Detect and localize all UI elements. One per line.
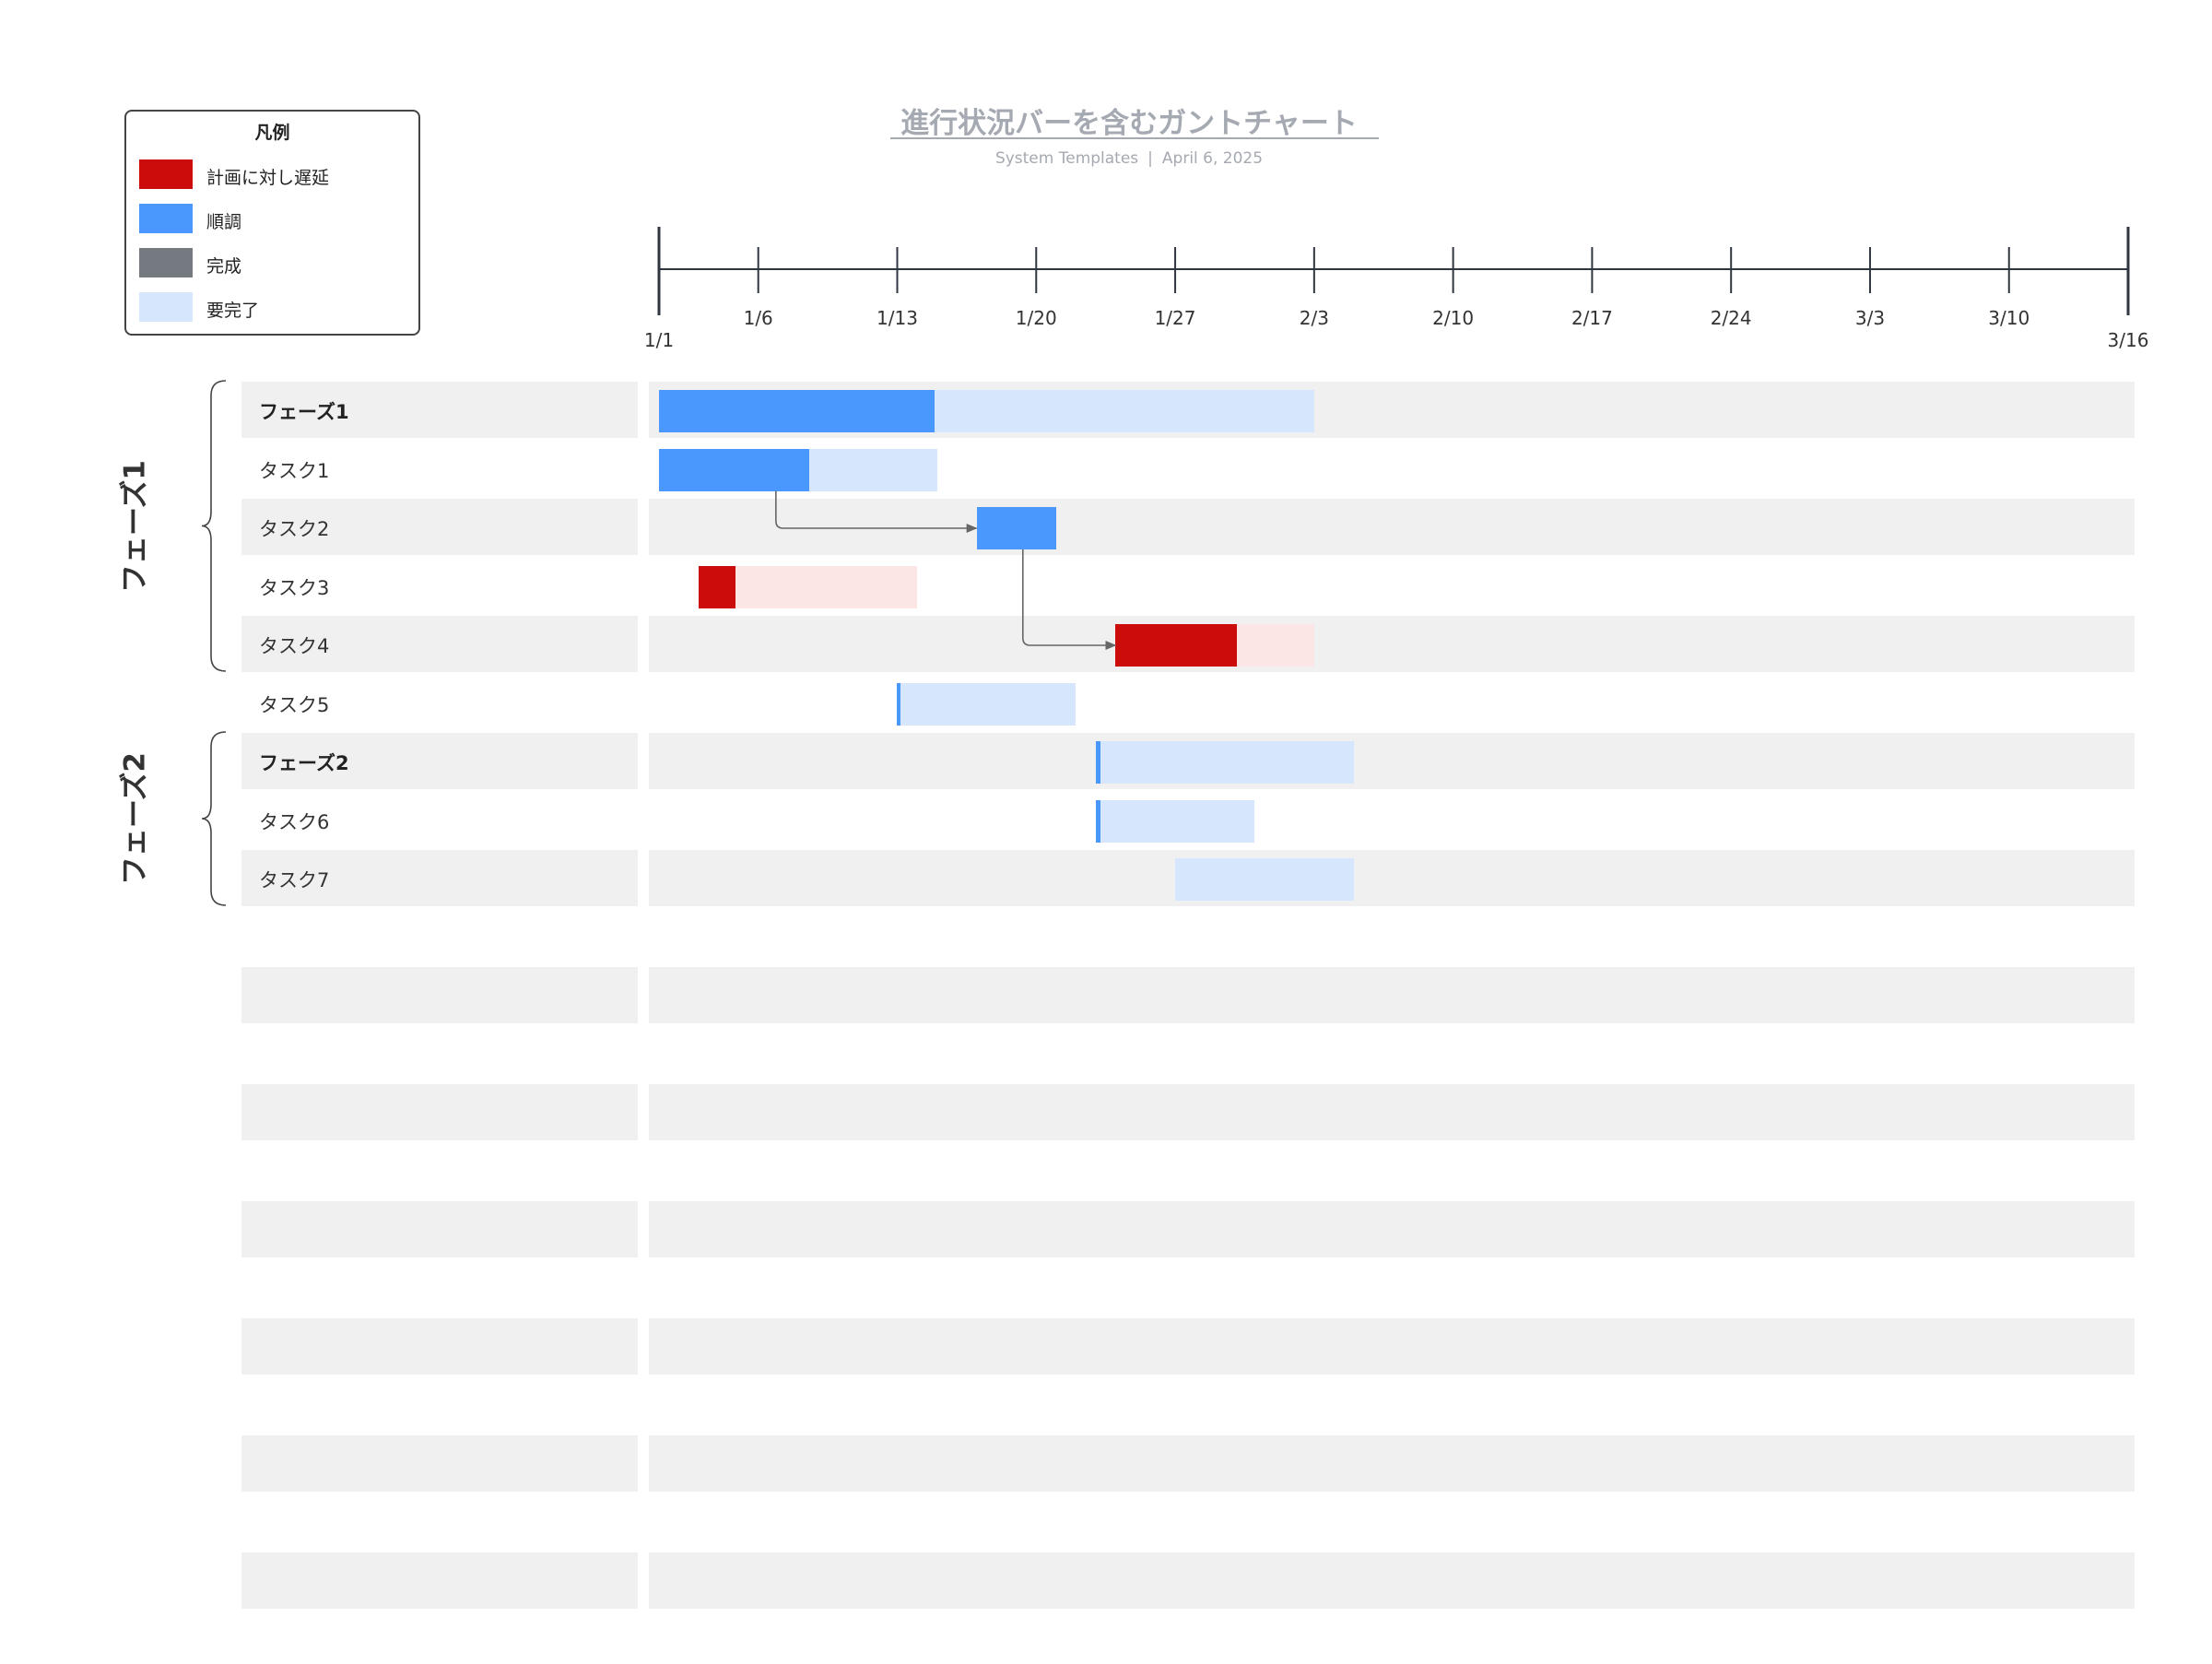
row-timeline-band: [649, 850, 2135, 906]
task-label: タスク2: [259, 518, 330, 540]
legend: 凡例 計画に対し遅延 順調 完成 要完了: [124, 110, 420, 336]
legend-swatch-remaining: [139, 292, 193, 322]
row-label-band: [241, 1435, 638, 1492]
legend-swatch-complete: [139, 248, 193, 277]
timeline-tick-label: 1/1: [644, 329, 674, 351]
timeline-tick-label: 3/3: [1855, 307, 1885, 329]
row-timeline-band: [649, 967, 2135, 1023]
gantt-bar-remaining: [1175, 858, 1354, 901]
gantt-bar-progress: [699, 565, 736, 608]
legend-title: 凡例: [254, 123, 290, 143]
dependency-arrow: [1022, 549, 1117, 650]
timeline-tick-label: 2/3: [1300, 307, 1329, 329]
row-label-band: [241, 850, 638, 906]
gantt-bar-progress: [1095, 741, 1101, 784]
row-label-band: [241, 967, 638, 1023]
gantt-bar-remaining: [1095, 799, 1255, 843]
task-label: タスク4: [259, 635, 330, 657]
gantt-bar-progress: [897, 682, 901, 726]
row-label-band: [241, 616, 638, 672]
row-label-band: [241, 1552, 638, 1609]
timeline-tick-label: 3/16: [2108, 329, 2149, 351]
gantt-bar-progress: [976, 507, 1056, 549]
timeline-tick-label: 2/24: [1711, 307, 1752, 329]
row-label-band: [241, 733, 638, 789]
row-timeline-band: [649, 499, 2135, 555]
task-label: タスク6: [259, 811, 330, 833]
title-underline: [890, 137, 1379, 139]
timeline-tick-label: 1/20: [1016, 307, 1057, 329]
row-timeline-band: [649, 1552, 2135, 1609]
gantt-bar-progress: [1115, 624, 1237, 667]
row-label-band: [241, 499, 638, 555]
task-label: タスク7: [259, 869, 330, 891]
row-timeline-band: [649, 1201, 2135, 1257]
legend-label-remaining: 要完了: [206, 301, 260, 321]
row-timeline-band: [649, 733, 2135, 789]
row-timeline-band: [649, 1435, 2135, 1492]
subtitle-separator: |: [1147, 149, 1153, 168]
row-label-band: [241, 382, 638, 438]
subtitle-date: April 6, 2025: [1161, 149, 1264, 168]
group-bracket: [201, 380, 227, 672]
row-label-band: [241, 1201, 638, 1257]
chart-subtitle: System Templates | April 6, 2025: [830, 149, 1429, 168]
timeline-tick-label: 1/13: [877, 307, 918, 329]
gantt-bar-remaining: [1095, 741, 1354, 784]
task-label: タスク5: [259, 694, 330, 716]
legend-label-delayed: 計画に対し遅延: [206, 168, 330, 188]
timeline-tick-label: 2/10: [1432, 307, 1474, 329]
timeline-tick-label: 2/17: [1571, 307, 1613, 329]
timeline-tick-label: 1/6: [744, 307, 773, 329]
task-label: タスク1: [259, 460, 330, 482]
row-timeline-band: [649, 1318, 2135, 1375]
row-timeline-band: [649, 616, 2135, 672]
gantt-bar-progress: [659, 448, 809, 491]
timeline-tick-label: 3/10: [1988, 307, 2030, 329]
subtitle-source: System Templates: [994, 149, 1139, 168]
phase-label: フェーズ2: [259, 752, 349, 774]
task-label: タスク3: [259, 577, 330, 599]
row-label-band: [241, 1318, 638, 1375]
chart-title: 進行状況バーを含むガントチャート: [900, 107, 1358, 140]
dependency-arrow: [775, 490, 978, 533]
row-label-band: [241, 1084, 638, 1140]
gantt-bar-progress: [659, 390, 935, 432]
timeline-tick-label: 1/27: [1155, 307, 1196, 329]
gantt-bar-progress: [1095, 799, 1101, 843]
legend-label-complete: 完成: [206, 256, 242, 277]
legend-label-on-track: 順調: [206, 212, 242, 232]
row-timeline-band: [649, 1084, 2135, 1140]
legend-swatch-delayed: [139, 159, 193, 189]
group-bracket: [201, 731, 227, 906]
phase-label: フェーズ1: [259, 401, 349, 423]
legend-swatch-on-track: [139, 204, 193, 233]
gantt-bar-remaining: [897, 682, 1077, 726]
